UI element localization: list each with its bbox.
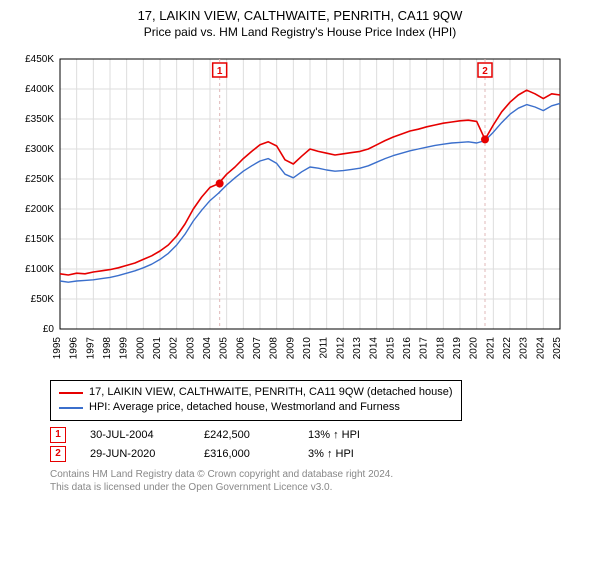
sales-table: 1 30-JUL-2004 £242,500 13% ↑ HPI 2 29-JU… (50, 427, 600, 462)
svg-text:£0: £0 (43, 324, 55, 335)
footer-line: This data is licensed under the Open Gov… (50, 481, 600, 494)
svg-text:2005: 2005 (219, 337, 230, 360)
svg-text:2009: 2009 (285, 337, 296, 360)
svg-text:2007: 2007 (252, 337, 263, 360)
sale-price: £242,500 (204, 429, 284, 441)
svg-text:1: 1 (217, 66, 223, 77)
line-chart: £0 £50K £100K £150K £200K £250K £300K £350K £400… (10, 49, 570, 369)
svg-text:1999: 1999 (119, 337, 130, 360)
legend-swatch (59, 392, 83, 394)
svg-text:2015: 2015 (385, 337, 396, 360)
footer-line: Contains HM Land Registry data © Crown c… (50, 468, 600, 481)
svg-text:2011: 2011 (319, 337, 330, 359)
svg-text:2022: 2022 (502, 337, 513, 360)
sale-row: 1 30-JUL-2004 £242,500 13% ↑ HPI (50, 427, 600, 443)
svg-text:1998: 1998 (102, 337, 113, 360)
svg-text:£350K: £350K (25, 114, 54, 125)
svg-text:2019: 2019 (452, 337, 463, 360)
sale-date: 30-JUL-2004 (90, 429, 180, 441)
legend-swatch (59, 407, 83, 409)
legend-item: 17, LAIKIN VIEW, CALTHWAITE, PENRITH, CA… (59, 385, 453, 400)
svg-text:2020: 2020 (469, 337, 480, 360)
svg-text:2018: 2018 (435, 337, 446, 360)
legend-item: HPI: Average price, detached house, West… (59, 400, 453, 415)
svg-text:2000: 2000 (135, 337, 146, 360)
svg-text:£250K: £250K (25, 174, 54, 185)
svg-text:1996: 1996 (69, 337, 80, 360)
svg-text:£50K: £50K (31, 294, 55, 305)
sale-pct: 3% ↑ HPI (308, 448, 354, 460)
svg-text:2014: 2014 (369, 337, 380, 360)
svg-text:£400K: £400K (25, 84, 54, 95)
svg-text:2010: 2010 (302, 337, 313, 360)
svg-text:2003: 2003 (185, 337, 196, 360)
svg-text:£450K: £450K (25, 54, 54, 65)
legend-label: HPI: Average price, detached house, West… (89, 400, 400, 415)
sale-date: 29-JUN-2020 (90, 448, 180, 460)
footer-attribution: Contains HM Land Registry data © Crown c… (50, 468, 600, 494)
svg-text:2016: 2016 (402, 337, 413, 360)
svg-text:2023: 2023 (519, 337, 530, 360)
svg-text:2008: 2008 (269, 337, 280, 360)
svg-text:£200K: £200K (25, 204, 54, 215)
sale-marker-icon: 2 (50, 446, 66, 462)
svg-text:2006: 2006 (235, 337, 246, 360)
sale-marker-icon: 1 (50, 427, 66, 443)
svg-text:2001: 2001 (152, 337, 163, 360)
svg-text:2013: 2013 (352, 337, 363, 360)
svg-text:2: 2 (482, 66, 488, 77)
sale-row: 2 29-JUN-2020 £316,000 3% ↑ HPI (50, 446, 600, 462)
legend-label: 17, LAIKIN VIEW, CALTHWAITE, PENRITH, CA… (89, 385, 453, 400)
svg-text:2002: 2002 (169, 337, 180, 360)
svg-text:1997: 1997 (85, 337, 96, 360)
svg-text:2021: 2021 (485, 337, 496, 360)
chart-area: £0 £50K £100K £150K £200K £250K £300K £350K £400… (10, 49, 590, 374)
chart-title: 17, LAIKIN VIEW, CALTHWAITE, PENRITH, CA… (0, 8, 600, 23)
svg-text:2017: 2017 (419, 337, 430, 360)
sale-pct: 13% ↑ HPI (308, 429, 360, 441)
svg-text:2004: 2004 (202, 337, 213, 360)
svg-text:£150K: £150K (25, 234, 54, 245)
svg-text:1995: 1995 (52, 337, 63, 360)
svg-text:2025: 2025 (552, 337, 563, 360)
sale-price: £316,000 (204, 448, 284, 460)
svg-text:£100K: £100K (25, 264, 54, 275)
chart-subtitle: Price paid vs. HM Land Registry's House … (0, 25, 600, 39)
svg-text:£300K: £300K (25, 144, 54, 155)
legend: 17, LAIKIN VIEW, CALTHWAITE, PENRITH, CA… (50, 380, 462, 421)
svg-text:2024: 2024 (535, 337, 546, 360)
svg-text:2012: 2012 (335, 337, 346, 360)
